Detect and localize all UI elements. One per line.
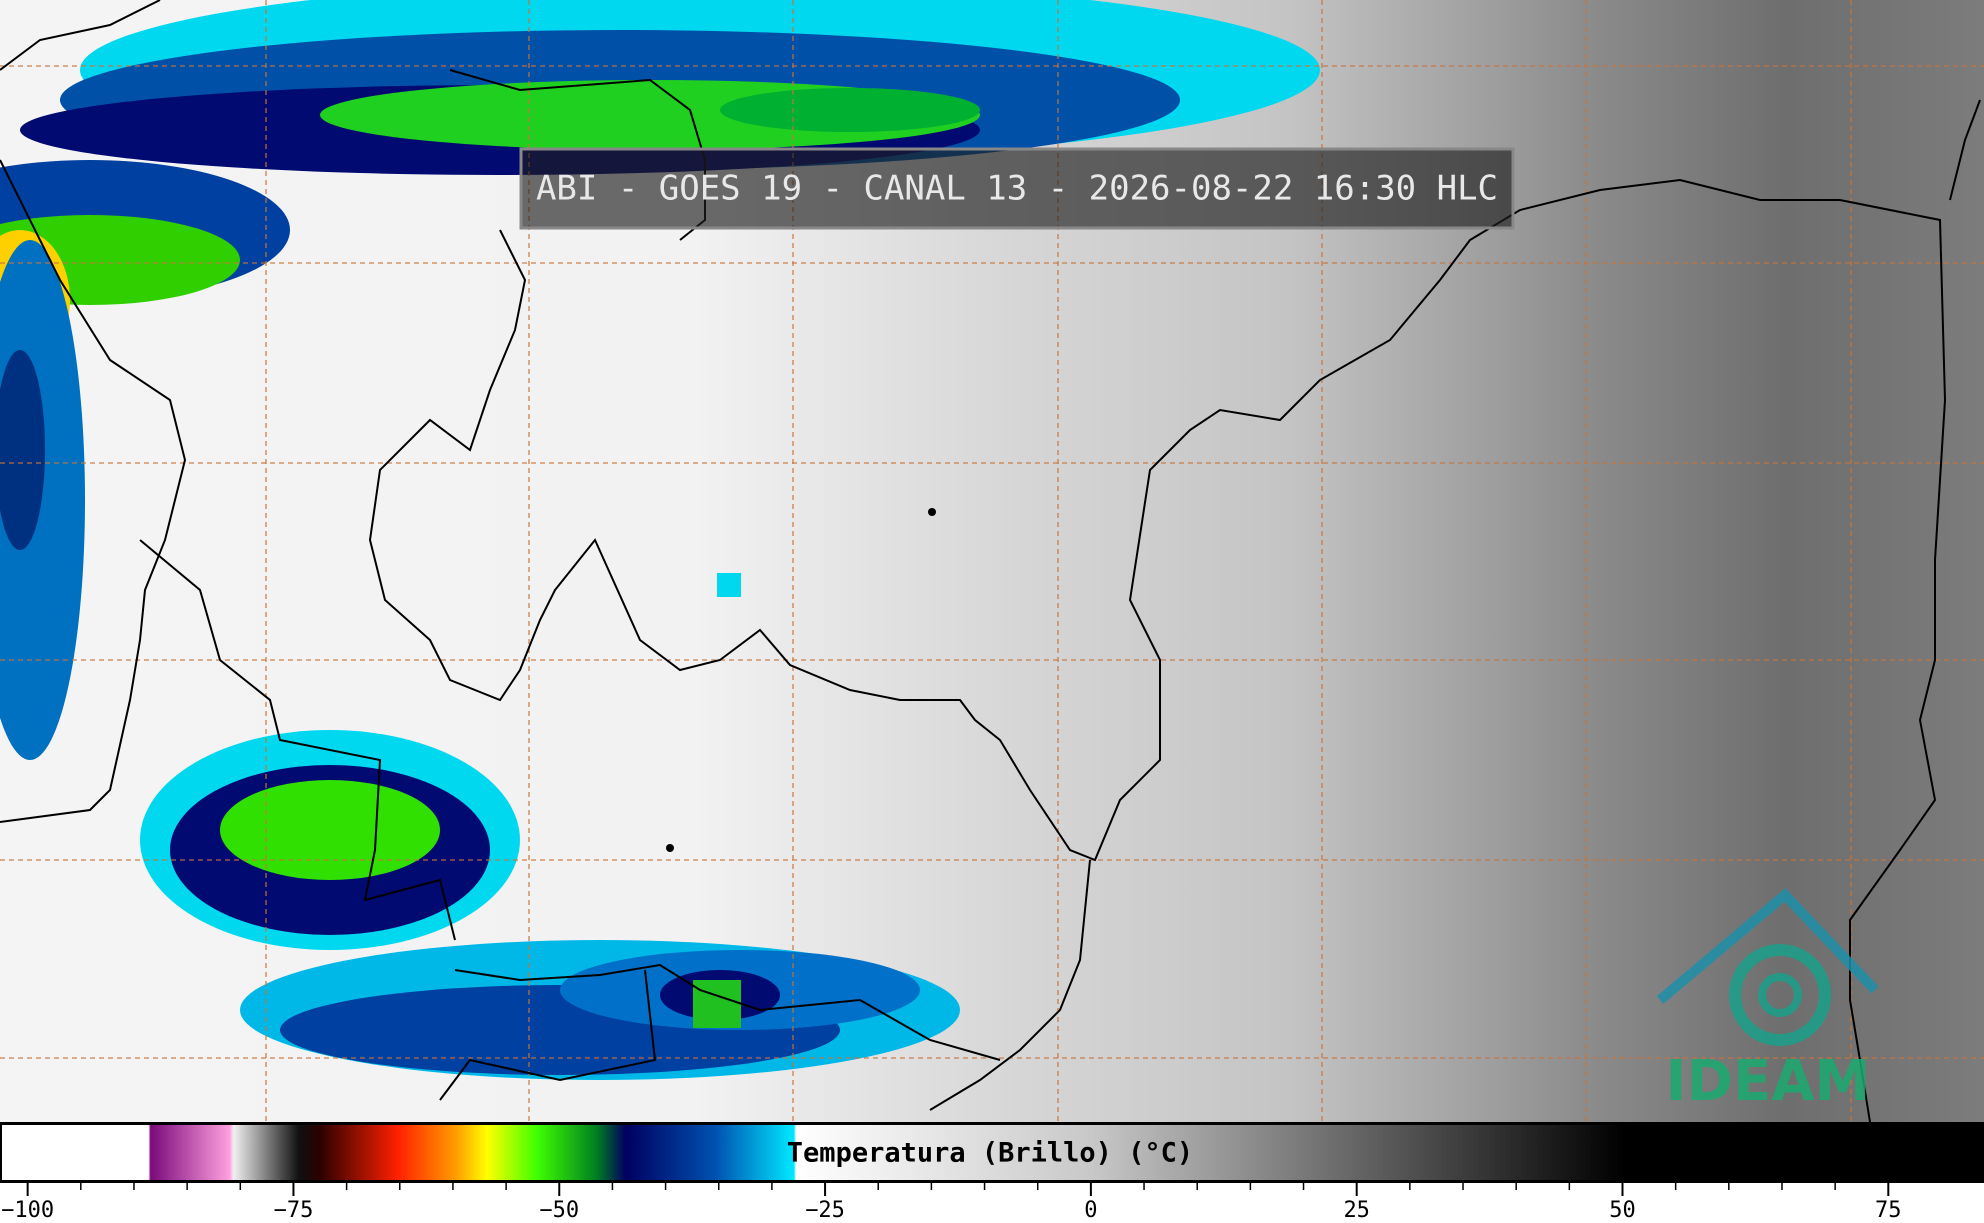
tick-label: 0 <box>1084 1198 1097 1223</box>
title-box <box>519 147 1515 230</box>
logo-text: IDEAM <box>1666 1049 1871 1114</box>
cloud-tops <box>0 0 1320 1080</box>
tick-label: −50 <box>539 1198 579 1223</box>
tick-label: −75 <box>274 1198 314 1223</box>
title: ABI - GOES 19 - CANAL 13 - 2026-08-22 16… <box>536 169 1498 209</box>
tick-label: 25 <box>1343 1198 1370 1223</box>
tick-label: −100 <box>1 1198 54 1223</box>
tick-label: −25 <box>805 1198 845 1223</box>
tick-label: 75 <box>1875 1198 1902 1223</box>
boundaries <box>0 0 1981 1123</box>
colorbar-label: Temperatura (Brillo) (°C) <box>787 1138 1193 1169</box>
colorbar <box>2 1125 1982 1180</box>
graticule <box>0 0 1984 1122</box>
tick-label: 50 <box>1609 1198 1636 1223</box>
location-dot <box>928 508 936 516</box>
colorbar-axis: −100 −75 −50 −25 0 25 50 75 <box>1 1183 1902 1223</box>
location-dot <box>666 844 674 852</box>
logo: IDEAM <box>1656 888 1879 1114</box>
